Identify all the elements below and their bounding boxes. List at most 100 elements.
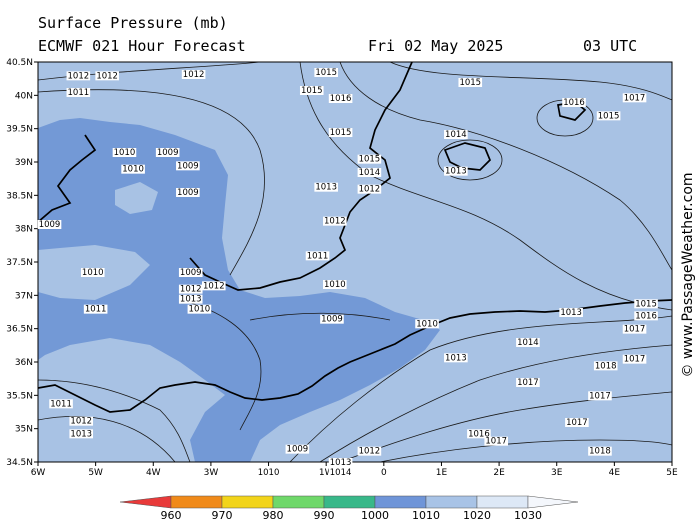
isobar-label: 1016 [635, 311, 657, 321]
isobar-label-bg [323, 280, 347, 289]
isobar-label-bg [201, 281, 226, 291]
isobar-label: 1009 [177, 161, 199, 171]
isobar-label-bg [187, 304, 212, 314]
legend-swatch [170, 495, 223, 509]
isobar-label: 1012 [70, 417, 92, 427]
isobar-label-bg [444, 166, 468, 176]
isobar-label-bg [593, 361, 618, 371]
map-title: Surface Pressure (mb) [38, 14, 228, 32]
isobar-label: 1013 [70, 429, 92, 439]
isobar-label-bg [69, 429, 94, 439]
legend-label: 980 [263, 509, 284, 522]
isobar-label: 1009 [180, 268, 202, 278]
lon-label: 1W [319, 468, 334, 478]
isobar-label: 1015 [330, 128, 352, 138]
isobar-label-bg [37, 220, 62, 229]
isobar-label-bg [458, 78, 483, 87]
isobar-label-bg [622, 324, 647, 334]
isobar-label-bg [178, 284, 203, 294]
lon-label: 5E [666, 468, 678, 478]
lon-label: 6W [31, 468, 46, 478]
isobar-label-bg [415, 319, 439, 329]
isobar-label: 1017 [624, 93, 646, 103]
isobar-label: 1015 [315, 68, 337, 78]
isobar-label-bg [622, 354, 647, 364]
isobar-label: 1013 [560, 308, 582, 318]
isobar-label-bg [285, 444, 310, 454]
lat-label: 37N [15, 291, 33, 301]
low-pressure-pocket [115, 182, 158, 214]
lon-label: 3W [204, 468, 219, 478]
isobar-label: 1011 [68, 88, 90, 98]
isobar-label-bg [305, 251, 330, 261]
isobar-label: 1010 [324, 280, 346, 290]
isobars [38, 62, 672, 462]
lon-label: 0 [381, 468, 387, 478]
legend-label: 1030 [514, 509, 542, 522]
isobar-label-bg [323, 216, 347, 226]
legend-low-arrow [119, 495, 172, 509]
isobar-label: 1013 [180, 295, 202, 305]
isobar-label-bg [49, 399, 73, 409]
isobar-label-bg [357, 168, 382, 177]
isobar-label-bg [559, 308, 583, 317]
isobar-label: 1012 [203, 281, 225, 291]
legend-label: 1020 [463, 509, 491, 522]
isobar-label: 1015 [359, 155, 381, 165]
isobar-label: 1014 [330, 468, 352, 478]
isobar-label-bg [328, 128, 353, 137]
isobar-label: 1012 [96, 71, 118, 81]
isobar-label-bg [622, 93, 647, 103]
isobar-label-bg [314, 68, 338, 77]
isobar-label-bg [176, 188, 200, 197]
isobar-label-bg [634, 311, 658, 321]
isobar-label: 1014 [517, 338, 539, 348]
lat-label: 40N [15, 91, 33, 101]
isobar-label: 1018 [589, 447, 611, 457]
lat-label: 38N [15, 225, 33, 235]
lat-label: 40.5N [6, 58, 33, 68]
isobar-label-bg [444, 130, 468, 139]
isobar-label-bg [444, 353, 468, 363]
isobar-label: 1017 [624, 325, 646, 335]
isobar-label: 1015 [635, 299, 657, 309]
lat-label: 37.5N [6, 258, 33, 268]
isobar-label-bg [66, 88, 91, 97]
isobar-label: 1015 [459, 78, 481, 88]
isobar-label-bg [256, 468, 281, 477]
legend-label: 1010 [412, 509, 440, 522]
legend-label: 970 [212, 509, 233, 522]
lon-label: 4E [609, 468, 621, 478]
legend-swatch [374, 495, 427, 509]
pressure-legend: 960 970 980 990 1000 1010 1020 1030 [119, 495, 579, 522]
isobar-label-bg [328, 458, 353, 467]
axis-ticks: 40.5N 40N 39.5N 39N 38.5N 38N 37.5N 37N 36.5N 36N… [6, 58, 678, 478]
isobar-label-bg [178, 268, 203, 277]
map-area [38, 62, 672, 462]
isobar-label-bg [596, 111, 621, 121]
isobar-label: 1013 [315, 183, 337, 193]
lon-label: 3E [551, 468, 563, 478]
isobar-label: 1012 [180, 285, 202, 295]
isobar-label: 1017 [624, 355, 646, 365]
isobar-label-bg [80, 268, 105, 277]
lat-label: 35.5N [6, 391, 33, 401]
isobar-label-bg [155, 148, 180, 157]
isobar-label-bg [320, 314, 344, 324]
lat-label: 38.5N [6, 191, 33, 201]
coastlines [38, 62, 672, 413]
isobar-label: 1012 [68, 71, 90, 81]
isobar-label-bg [357, 154, 382, 164]
lat-label: 36N [15, 358, 33, 368]
isobar-label: 1012 [324, 217, 346, 227]
isobar-label: 1009 [287, 445, 309, 455]
isobar-label: 1017 [566, 418, 588, 428]
isobar-label-bg [516, 338, 540, 347]
isobar-label: 1016 [563, 98, 585, 108]
isobar-label: 1009 [321, 315, 343, 325]
forecast-model: ECMWF 021 Hour Forecast [38, 37, 246, 55]
isobar-label: 1010 [82, 268, 104, 278]
legend-label: 960 [161, 509, 182, 522]
isobar-label-bg [467, 429, 491, 439]
legend-label: 1000 [361, 509, 389, 522]
